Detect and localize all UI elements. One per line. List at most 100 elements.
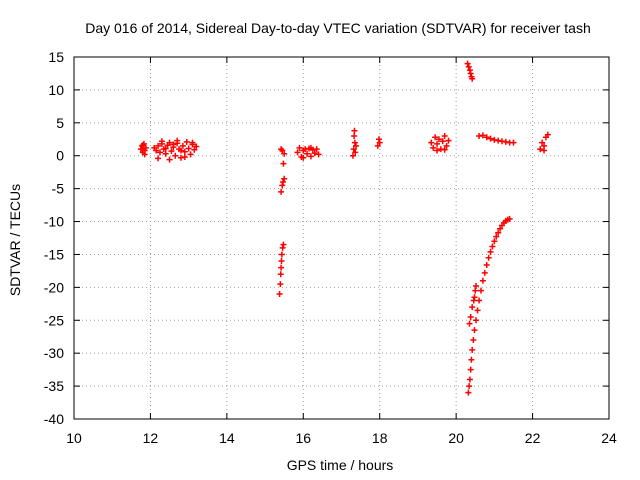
- data-point: [352, 149, 359, 156]
- data-point: [351, 127, 358, 134]
- data-point: [435, 136, 442, 143]
- y-tick-label: -15: [44, 246, 64, 262]
- y-tick-label: -20: [44, 279, 64, 295]
- y-axis-ticks: -40 -35 -30 -25 -20 -15 -10 -5 0 5 10 15: [44, 49, 609, 427]
- plot-frame: [73, 56, 610, 420]
- data-point: [466, 376, 473, 383]
- data-point: [313, 146, 320, 153]
- data-point: [443, 142, 450, 149]
- data-point: [166, 156, 173, 163]
- data-point: [470, 297, 477, 304]
- y-tick-label: -25: [44, 312, 64, 328]
- y-tick-label: 0: [56, 148, 64, 164]
- data-point: [185, 145, 192, 152]
- data-point: [472, 287, 479, 294]
- x-axis-ticks: 10 12 14 16 18 20 22 24: [66, 57, 617, 446]
- data-point: [276, 290, 283, 297]
- x-axis-label: GPS time / hours: [287, 457, 394, 473]
- data-point: [474, 307, 481, 314]
- data-point: [156, 149, 163, 156]
- data-point: [281, 175, 288, 182]
- data-point: [179, 142, 186, 149]
- data-point: [465, 389, 472, 396]
- data-point: [466, 383, 473, 390]
- data-point: [467, 366, 474, 373]
- data-point: [279, 182, 286, 189]
- data-point: [153, 147, 160, 154]
- data-point: [487, 248, 494, 255]
- data-point: [277, 281, 284, 288]
- data-point: [191, 146, 198, 153]
- data-point: [189, 139, 196, 146]
- data-point: [445, 137, 452, 144]
- y-tick-label: -40: [44, 411, 64, 427]
- data-point: [471, 294, 478, 301]
- data-point: [278, 264, 285, 271]
- data-point: [304, 150, 311, 157]
- grid: [74, 57, 609, 419]
- data-point: [428, 139, 435, 146]
- y-tick-label: -30: [44, 345, 64, 361]
- data-point: [193, 143, 200, 150]
- data-point: [466, 67, 473, 74]
- data-point: [469, 304, 476, 311]
- data-point: [467, 313, 474, 320]
- x-tick-label: 20: [448, 430, 464, 446]
- data-point: [137, 146, 144, 153]
- data-point: [280, 179, 287, 186]
- data-point: [349, 152, 356, 159]
- data-point: [467, 70, 474, 77]
- data-point: [485, 254, 492, 261]
- data-point: [466, 320, 473, 327]
- data-point: [353, 142, 360, 149]
- data-point: [166, 139, 173, 146]
- data-point: [315, 151, 322, 158]
- x-tick-label: 24: [601, 430, 617, 446]
- y-tick-label: 10: [48, 82, 64, 98]
- data-point: [278, 146, 285, 153]
- data-point: [181, 148, 188, 155]
- y-tick-label: -35: [44, 378, 64, 394]
- data-point: [489, 243, 496, 250]
- data-point: [311, 150, 318, 157]
- data-point: [158, 138, 165, 145]
- data-point: [139, 142, 146, 149]
- data-point: [351, 139, 358, 146]
- data-point: [434, 147, 441, 154]
- data-point: [493, 233, 500, 240]
- data-point: [281, 150, 288, 157]
- data-point: [510, 139, 517, 146]
- data-point: [537, 146, 544, 153]
- y-tick-label: -5: [52, 181, 65, 197]
- data-point: [470, 337, 477, 344]
- data-point: [483, 261, 490, 268]
- x-tick-label: 18: [372, 430, 388, 446]
- data-point: [471, 327, 478, 334]
- data-point: [464, 60, 471, 67]
- x-tick-label: 16: [295, 430, 311, 446]
- data-point: [183, 138, 190, 145]
- data-point: [141, 151, 148, 158]
- data-point: [162, 150, 169, 157]
- data-point: [296, 144, 303, 151]
- data-point: [439, 138, 446, 145]
- y-tick-label: -10: [44, 214, 64, 230]
- data-point: [155, 142, 162, 149]
- data-point: [307, 144, 314, 151]
- data-point: [441, 132, 448, 139]
- data-point: [495, 229, 502, 236]
- y-tick-label: 15: [48, 49, 64, 65]
- data-point: [278, 258, 285, 265]
- x-tick-label: 14: [219, 430, 235, 446]
- data-point: [300, 154, 307, 161]
- data-point: [168, 148, 175, 155]
- data-point: [181, 154, 188, 161]
- data-point: [278, 251, 285, 258]
- data-point: [506, 215, 513, 222]
- x-tick-label: 22: [525, 430, 541, 446]
- data-point: [307, 153, 314, 160]
- data-point: [468, 356, 475, 363]
- data-point: [469, 75, 476, 82]
- data-point: [497, 225, 504, 232]
